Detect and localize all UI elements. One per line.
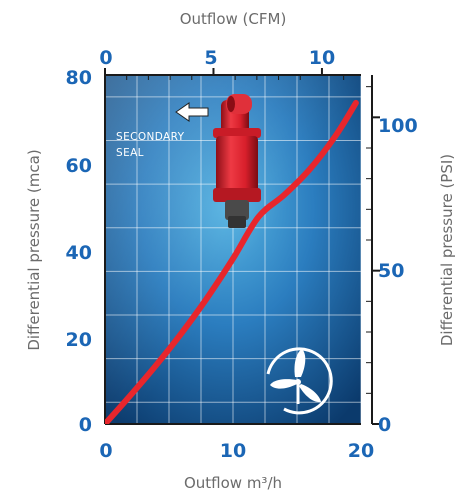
arrow-left-icon xyxy=(175,102,209,122)
y-left-tick-label-20: 20 xyxy=(66,329,92,351)
y-right-tick-label-0: 0 xyxy=(378,414,391,436)
x-bottom-tick-label-0: 0 xyxy=(99,440,112,462)
y-right-tick-label-100: 100 xyxy=(378,115,418,137)
tick-labels: 0 20 40 60 80 0 10 20 0 5 10 0 50 100 xyxy=(66,47,418,462)
x-top-tick-label-0: 0 xyxy=(99,47,112,69)
annotation-line-1: SECONDARY xyxy=(116,131,185,143)
y-left-tick-label-60: 60 xyxy=(66,155,92,177)
air-valve-icon xyxy=(213,94,261,228)
x-bottom-tick-label-10: 10 xyxy=(220,440,246,462)
x-bottom-axis-title: Outflow m³/h xyxy=(184,474,282,492)
x-bottom-tick-label-20: 20 xyxy=(348,440,374,462)
y-right-tick-label-50: 50 xyxy=(378,260,404,282)
y-left-tick-label-0: 0 xyxy=(79,414,92,436)
x-top-tick-label-5: 5 xyxy=(204,47,217,69)
x-top-axis-title: Outflow (CFM) xyxy=(180,10,287,28)
secondary-seal-label: SECONDARY SEAL xyxy=(116,131,185,159)
y-left-tick-label-80: 80 xyxy=(66,67,92,89)
ticks xyxy=(104,68,380,425)
axes xyxy=(104,74,373,425)
y-left-axis-title: Differential pressure (mca) xyxy=(25,149,43,350)
annotation-line-2: SEAL xyxy=(116,147,144,159)
y-left-tick-label-40: 40 xyxy=(66,242,92,264)
series xyxy=(105,99,359,424)
fan-logo-icon xyxy=(266,347,333,415)
y-right-axis-title: Differential pressure (PSI) xyxy=(438,154,456,346)
x-top-tick-label-10: 10 xyxy=(309,47,335,69)
